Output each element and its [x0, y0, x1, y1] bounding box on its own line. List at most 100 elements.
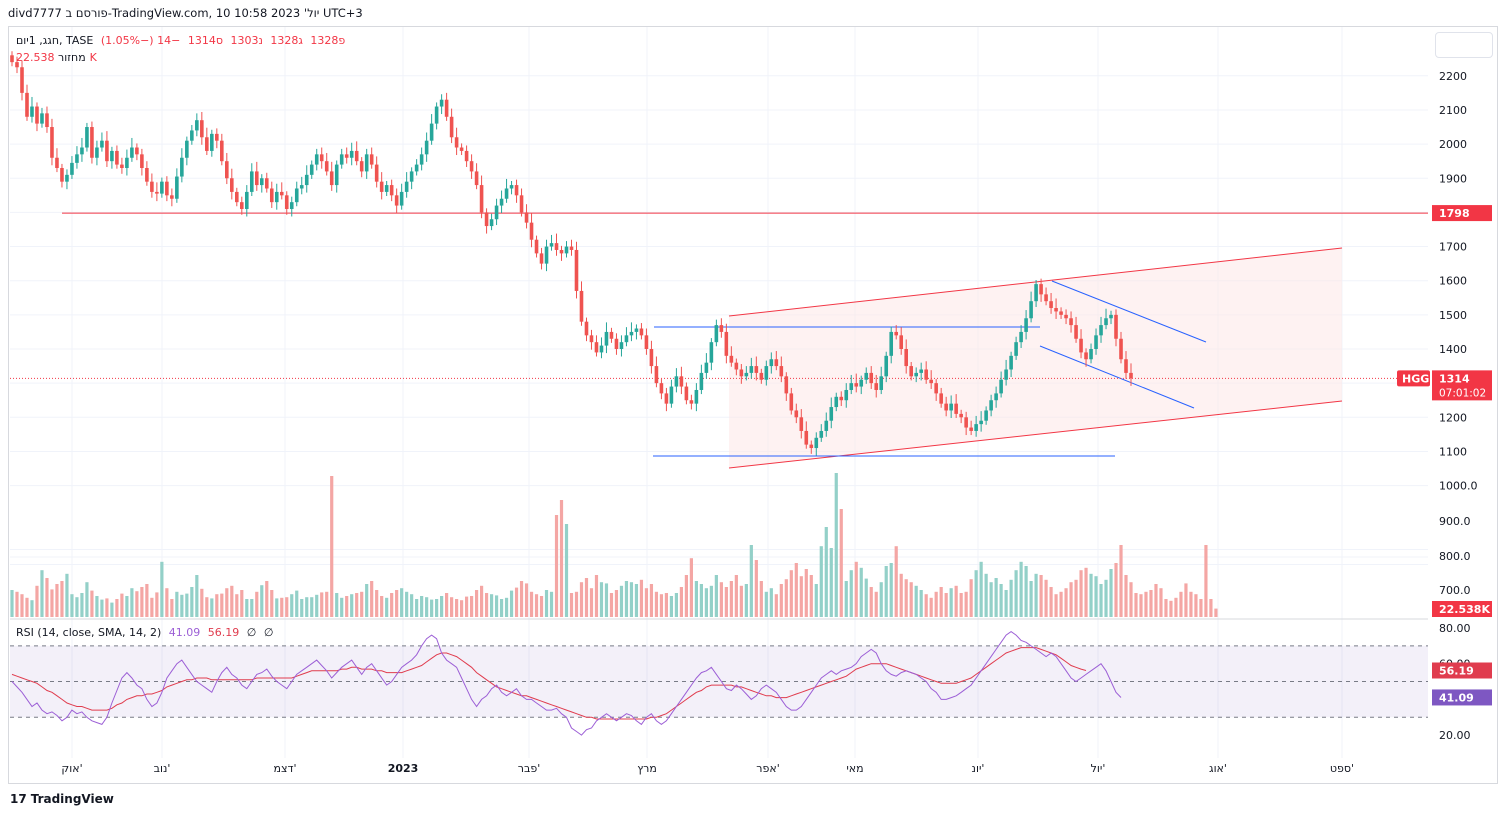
candle-body	[225, 161, 229, 179]
candle-body	[834, 396, 839, 408]
candle-body	[599, 345, 604, 353]
volume-bar	[105, 598, 109, 617]
candle-body	[334, 164, 339, 186]
candle	[959, 409, 963, 424]
candle	[979, 411, 983, 432]
candle-body	[35, 106, 39, 124]
open-value: פ1328	[310, 34, 346, 47]
volume-bar	[719, 582, 723, 617]
candle	[1044, 287, 1048, 306]
candle	[884, 351, 889, 383]
candle	[954, 394, 958, 418]
rising-channel	[728, 247, 1343, 469]
candle-body	[514, 185, 519, 196]
last-price-tag	[1432, 370, 1492, 401]
volume-bar	[784, 579, 788, 617]
candle	[834, 392, 839, 412]
candle	[899, 327, 904, 355]
candle	[894, 325, 899, 340]
candle	[559, 245, 564, 261]
volume-bar	[679, 587, 684, 617]
candle	[774, 351, 779, 371]
candle	[754, 356, 759, 381]
volume-bar	[744, 584, 748, 617]
candle-body	[339, 154, 344, 165]
candle	[384, 180, 389, 197]
candle	[234, 187, 239, 207]
candle-body	[185, 140, 189, 158]
candle	[205, 127, 209, 156]
resistance-price-tag	[1432, 205, 1492, 222]
candle-body	[984, 410, 988, 421]
candle	[669, 379, 674, 408]
candle-body	[1039, 284, 1043, 295]
candle	[594, 335, 599, 357]
volume-bar	[539, 596, 544, 617]
candle-body	[609, 331, 614, 339]
candle	[140, 148, 144, 176]
candle-body	[1004, 369, 1008, 380]
candle-body	[399, 191, 404, 206]
candle-body	[974, 424, 978, 431]
candle-body	[589, 335, 594, 343]
volume-bar	[1194, 594, 1198, 617]
candle-body	[1109, 314, 1113, 319]
volume-value-text: 22.538K	[1439, 603, 1490, 616]
candle	[1129, 363, 1133, 386]
candle	[339, 148, 344, 169]
candle-body	[684, 386, 689, 401]
candle	[379, 172, 384, 200]
candle	[100, 132, 104, 152]
volume-bar	[534, 594, 539, 617]
candle	[539, 247, 544, 270]
volume-bar	[899, 573, 903, 617]
candle-body	[579, 290, 584, 322]
volume-bar	[205, 597, 209, 617]
candle	[1084, 348, 1088, 367]
candle	[190, 124, 194, 145]
volume-bar	[814, 584, 818, 617]
volume-bar	[175, 591, 179, 617]
candle-body	[160, 181, 164, 194]
candle	[1029, 291, 1033, 323]
volume-bar	[789, 570, 793, 617]
volume-bar	[889, 563, 893, 617]
candle-body	[125, 157, 129, 169]
candle-body	[524, 212, 529, 223]
candle	[60, 163, 64, 188]
volume-tick-label: 700.0	[1439, 584, 1471, 597]
volume-bar	[435, 599, 439, 617]
candle-body	[864, 372, 869, 380]
symbol-label: חגג, 1יום, TASE	[16, 34, 94, 47]
candle	[679, 366, 684, 395]
candle	[70, 156, 74, 179]
candle	[514, 179, 519, 203]
candle-body	[155, 191, 159, 194]
candle-body	[654, 366, 659, 384]
volume-bar	[684, 575, 688, 617]
candle-body	[539, 253, 544, 264]
candle-body	[899, 335, 904, 349]
candle-body	[60, 168, 64, 182]
volume-bar	[924, 594, 928, 617]
candle-body	[749, 366, 754, 373]
candle	[434, 102, 439, 130]
candle-body	[165, 181, 169, 196]
volume-bar	[909, 582, 913, 617]
volume-bar	[415, 599, 419, 617]
candle-body	[1054, 308, 1058, 312]
candle	[439, 94, 444, 115]
candle-body	[419, 154, 424, 165]
chart-settings-box[interactable]	[1435, 32, 1493, 58]
rsi-value: 41.09	[168, 626, 201, 639]
volume-bar	[125, 596, 129, 617]
candle-body	[534, 239, 539, 254]
tradingview-brand[interactable]: 17 TradingView	[10, 792, 114, 806]
candle	[524, 204, 529, 229]
volume-bar	[489, 594, 494, 617]
candle	[180, 148, 184, 183]
candle-body	[464, 150, 469, 162]
volume-bar	[544, 590, 549, 617]
candle	[789, 387, 794, 415]
